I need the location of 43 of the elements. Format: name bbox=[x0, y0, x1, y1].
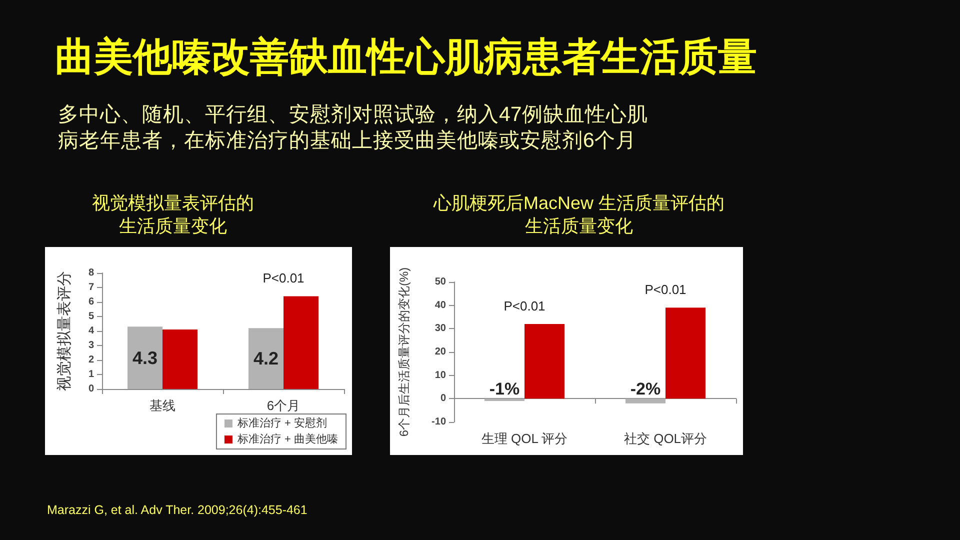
data-label: 4.3 bbox=[132, 348, 158, 368]
y-tick-label: 30 bbox=[434, 323, 446, 334]
annotation: P<0.01 bbox=[644, 282, 686, 298]
bar bbox=[128, 326, 162, 389]
x-tick-label: 生理 QOL 评分 bbox=[481, 431, 568, 446]
data-label: 4.2 bbox=[253, 348, 279, 369]
y-tick-label: 6 bbox=[88, 296, 94, 308]
y-tick-label: 4 bbox=[88, 326, 94, 336]
y-axis-title: 视觉模拟量表评分 bbox=[56, 271, 73, 391]
text: 多中心、随机、平行组、安慰剂对照试验，纳入47例缺血性心肌病老年患者，在标准治疗的基础上接受曲美他嗪或安慰剂6个月 bbox=[58, 102, 649, 154]
legend-label: 标准治疗 + 安慰剂 bbox=[236, 416, 328, 430]
y-tick-label: 0 bbox=[88, 384, 94, 394]
bar bbox=[162, 330, 198, 389]
y-axis-title: 6个月后生活质量评分的变化(%) bbox=[397, 267, 411, 437]
y-tick-label: 3 bbox=[88, 340, 94, 351]
annotation: P<0.01 bbox=[504, 298, 546, 314]
data-label: -1% bbox=[489, 380, 520, 399]
y-tick-label: 5 bbox=[88, 311, 94, 322]
bar bbox=[284, 296, 318, 389]
y-tick-label: 0 bbox=[440, 393, 446, 404]
y-tick-label: 2 bbox=[88, 354, 94, 366]
y-tick-label: 50 bbox=[434, 276, 446, 288]
bar bbox=[248, 328, 284, 389]
y-tick-label: 20 bbox=[434, 346, 446, 358]
text: 曲美他嗪改善缺血性心肌病患者生活质量 bbox=[55, 34, 757, 81]
annotation: P<0.01 bbox=[262, 270, 304, 286]
x-tick-label: 社交 QOL评分 bbox=[624, 431, 708, 446]
y-tick-label: 7 bbox=[88, 282, 94, 293]
y-tick-label: 10 bbox=[434, 370, 446, 381]
text: Marazzi G, et al. Adv Ther. 2009;26(4):455-461 bbox=[47, 502, 308, 518]
chart-title: 心肌梗死后MacNew 生活质量评估的生活质量变化 bbox=[432, 192, 726, 238]
bar bbox=[666, 308, 706, 399]
y-tick-label: 8 bbox=[88, 268, 94, 278]
bar bbox=[626, 398, 666, 404]
data-label: -2% bbox=[630, 380, 661, 399]
y-tick-label: 1 bbox=[88, 369, 94, 380]
y-tick-label: 40 bbox=[434, 300, 446, 311]
legend-label: 标准治疗 + 曲美他嗪 bbox=[236, 432, 338, 446]
chart-title: 视觉模拟量表评估的生活质量变化 bbox=[91, 192, 255, 238]
bar bbox=[524, 324, 564, 399]
x-tick-label: 基线 bbox=[150, 398, 176, 413]
x-tick-label: 6个月 bbox=[266, 398, 300, 413]
y-tick-label: -10 bbox=[432, 416, 446, 428]
